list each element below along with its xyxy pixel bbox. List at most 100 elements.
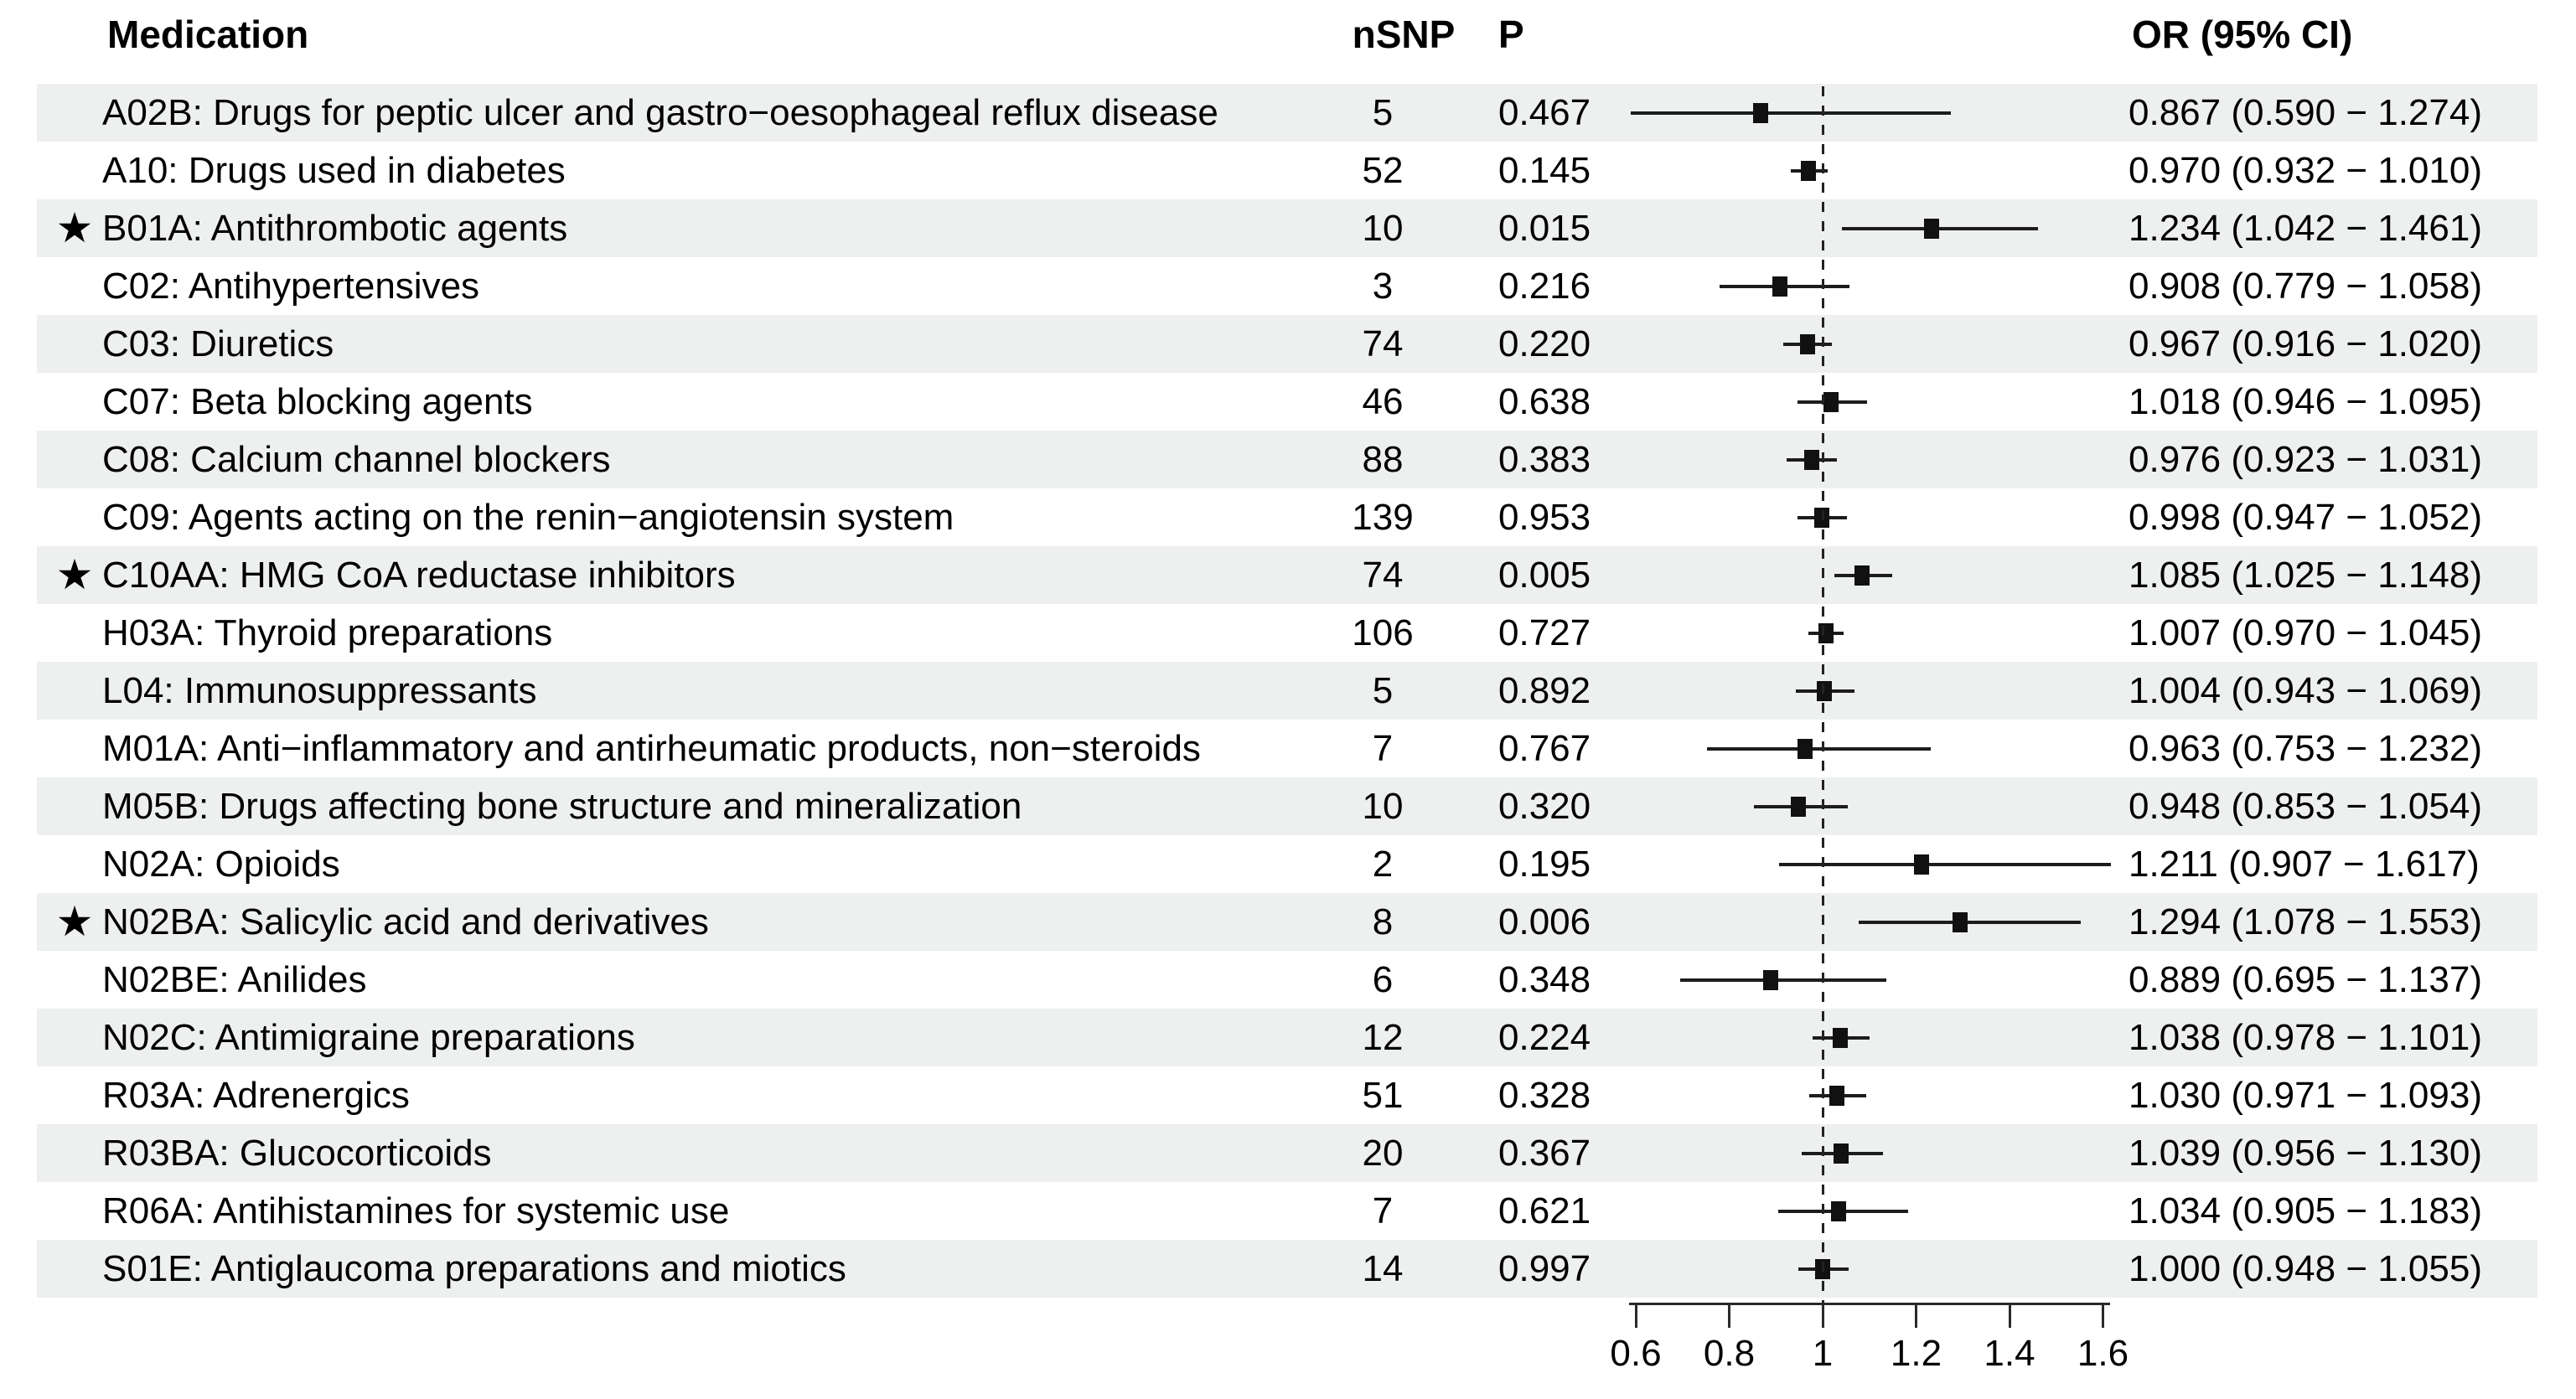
p-value: 0.767 — [1498, 728, 1591, 769]
p-value: 0.220 — [1498, 323, 1591, 364]
nsnp-value: 6 — [1372, 959, 1394, 1000]
medication-label: C07: Beta blocking agents — [102, 381, 533, 422]
medication-label: H03A: Thyroid preparations — [102, 612, 553, 653]
nsnp-value: 10 — [1362, 786, 1404, 827]
medication-label: N02C: Antimigraine preparations — [102, 1017, 635, 1058]
or-point-marker — [1952, 912, 1968, 932]
medication-label: C03: Diuretics — [102, 323, 334, 364]
medication-label: S01E: Antiglaucoma preparations and miot… — [102, 1248, 846, 1289]
or-point-marker — [1799, 334, 1815, 354]
x-axis-tick-label: 1.4 — [1984, 1333, 2035, 1374]
p-value: 0.320 — [1498, 786, 1591, 827]
nsnp-value: 3 — [1372, 266, 1394, 307]
medication-label: N02BA: Salicylic acid and derivatives — [102, 901, 709, 942]
p-value: 0.383 — [1498, 439, 1591, 480]
medication-label: M05B: Drugs affecting bone structure and… — [102, 786, 1022, 827]
or-ci-value: 0.889 (0.695 − 1.137) — [2129, 959, 2482, 1000]
significance-star-icon: ★ — [55, 898, 94, 945]
medication-label: R06A: Antihistamines for systemic use — [102, 1190, 730, 1231]
p-value: 0.005 — [1498, 555, 1591, 596]
p-value: 0.006 — [1498, 901, 1591, 942]
or-ci-value: 1.004 (0.943 − 1.069) — [2129, 670, 2482, 711]
or-ci-value: 1.038 (0.978 − 1.101) — [2129, 1017, 2482, 1058]
or-ci-value: 0.998 (0.947 − 1.052) — [2129, 497, 2482, 538]
significance-star-icon: ★ — [55, 204, 94, 251]
or-point-marker — [1829, 1086, 1844, 1106]
column-header-medication: Medication — [107, 13, 309, 56]
p-value: 0.997 — [1498, 1248, 1591, 1289]
medication-label: R03BA: Glucocorticoids — [102, 1133, 492, 1174]
row-stripe — [37, 546, 2537, 604]
or-point-marker — [1798, 739, 1813, 759]
or-ci-value: 0.967 (0.916 − 1.020) — [2129, 323, 2482, 364]
nsnp-value: 20 — [1362, 1133, 1404, 1174]
nsnp-value: 51 — [1362, 1075, 1404, 1116]
nsnp-value: 14 — [1362, 1248, 1404, 1289]
medication-label: N02BE: Anilides — [102, 959, 367, 1000]
or-ci-value: 1.000 (0.948 − 1.055) — [2129, 1248, 2482, 1289]
or-ci-value: 1.085 (1.025 − 1.148) — [2129, 555, 2482, 596]
x-axis-tick — [1728, 1303, 1730, 1328]
or-point-marker — [1772, 276, 1787, 297]
x-axis-tick — [1915, 1303, 1917, 1328]
or-ci-value: 1.034 (0.905 − 1.183) — [2129, 1190, 2482, 1231]
p-value: 0.892 — [1498, 670, 1591, 711]
reference-line-or-1 — [1821, 86, 1824, 1303]
or-point-marker — [1823, 392, 1839, 412]
row-stripe — [37, 199, 2537, 257]
or-point-marker — [1833, 1143, 1849, 1164]
forest-row: C09: Agents acting on the renin−angioten… — [0, 488, 2576, 546]
or-ci-value: 1.211 (0.907 − 1.617) — [2129, 844, 2480, 885]
nsnp-value: 7 — [1372, 728, 1394, 769]
confidence-interval-line — [1779, 863, 2111, 866]
p-value: 0.195 — [1498, 844, 1591, 885]
nsnp-value: 12 — [1362, 1017, 1404, 1058]
x-axis-tick-label: 1.2 — [1890, 1333, 1942, 1374]
confidence-interval-line — [1679, 978, 1887, 982]
or-point-marker — [1924, 219, 1940, 239]
medication-label: C09: Agents acting on the renin−angioten… — [102, 497, 954, 538]
confidence-interval-line — [1707, 747, 1932, 751]
or-point-marker — [1830, 1201, 1846, 1221]
forest-row: L04: Immunosuppressants 5 0.892 1.004 (0.94… — [0, 662, 2576, 720]
or-ci-value: 1.030 (0.971 − 1.093) — [2129, 1075, 2482, 1116]
or-point-marker — [1913, 854, 1929, 875]
forest-row: M01A: Anti−inflammatory and antirheumati… — [0, 720, 2576, 777]
or-ci-value: 0.970 (0.932 − 1.010) — [2129, 150, 2482, 191]
forest-row: R03BA: Glucocorticoids 20 0.367 1.039 (0.95… — [0, 1124, 2576, 1182]
or-ci-value: 1.234 (1.042 − 1.461) — [2129, 208, 2482, 249]
or-point-marker — [1791, 797, 1806, 817]
confidence-interval-line — [1859, 921, 2082, 924]
row-stripe — [37, 84, 2537, 142]
forest-row: N02C: Antimigraine preparations 12 0.224 1.… — [0, 1009, 2576, 1066]
forest-row: M05B: Drugs affecting bone structure and… — [0, 777, 2576, 835]
forest-row: R06A: Antihistamines for systemic use 7 0.… — [0, 1182, 2576, 1240]
nsnp-value: 7 — [1372, 1190, 1394, 1231]
row-stripe — [37, 777, 2537, 835]
row-stripe — [37, 662, 2537, 720]
x-axis-tick-label: 0.8 — [1703, 1333, 1756, 1374]
or-ci-value: 0.963 (0.753 − 1.232) — [2129, 728, 2482, 769]
medication-label: A10: Drugs used in diabetes — [102, 150, 566, 191]
row-stripe — [37, 315, 2537, 373]
forest-row: N02BE: Anilides 6 0.348 0.889 (0.695 − 1.13… — [0, 951, 2576, 1009]
forest-row: N02A: Opioids 2 0.195 1.211 (0.907 − 1.617) — [0, 835, 2576, 893]
nsnp-value: 5 — [1372, 670, 1394, 711]
x-axis-tick — [2008, 1303, 2011, 1328]
forest-row: C08: Calcium channel blockers 88 0.383 0.97… — [0, 431, 2576, 488]
medication-label: R03A: Adrenergics — [102, 1075, 410, 1116]
x-axis-line — [1629, 1303, 2110, 1305]
forest-row: R03A: Adrenergics 51 0.328 1.030 (0.971 − 1… — [0, 1066, 2576, 1124]
column-header-p: P — [1498, 13, 1524, 56]
forest-row: H03A: Thyroid preparations 106 0.727 1.007 … — [0, 604, 2576, 662]
or-ci-value: 1.039 (0.956 − 1.130) — [2129, 1133, 2482, 1174]
or-point-marker — [1854, 565, 1870, 586]
p-value: 0.953 — [1498, 497, 1591, 538]
x-axis-tick-label: 1.6 — [2077, 1333, 2129, 1374]
nsnp-value: 52 — [1362, 150, 1404, 191]
p-value: 0.367 — [1498, 1133, 1591, 1174]
confidence-interval-line — [1842, 227, 2038, 230]
forest-row: A10: Drugs used in diabetes 52 0.145 0.970 … — [0, 142, 2576, 199]
p-value: 0.621 — [1498, 1190, 1591, 1231]
or-ci-value: 0.976 (0.923 − 1.031) — [2129, 439, 2482, 480]
